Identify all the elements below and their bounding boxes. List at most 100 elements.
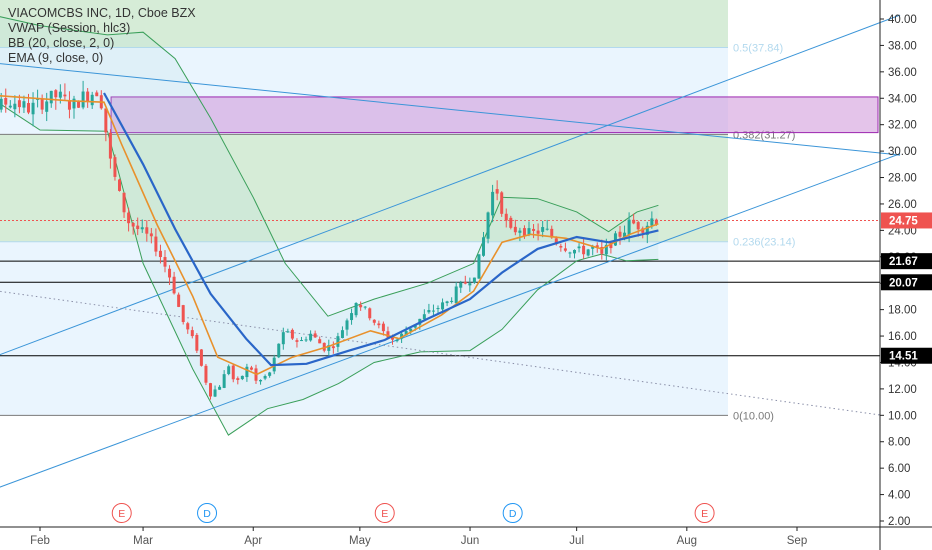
fib-level-label: 0(10.00) xyxy=(733,410,774,422)
y-tick-label: 34.00 xyxy=(888,93,917,105)
candle-body xyxy=(172,276,176,294)
indicator-lines xyxy=(0,92,659,376)
candlesticks xyxy=(0,80,658,400)
legend-vwap[interactable]: VWAP (Session, hlc3) xyxy=(8,21,131,35)
trendline-channel-upper[interactable] xyxy=(0,14,901,373)
event-marker-label: E xyxy=(701,508,708,520)
event-marker-e[interactable]: E xyxy=(374,503,395,523)
event-marker-label: E xyxy=(381,508,388,520)
y-tick-label: 4.00 xyxy=(888,490,910,502)
x-tick-label: Mar xyxy=(133,535,153,547)
candle-body xyxy=(450,300,454,302)
legend-title: VIACOMCBS INC, 1D, Cboe BZX xyxy=(8,6,196,20)
trendline-channel-lower[interactable] xyxy=(0,153,901,505)
candle-body xyxy=(145,227,149,234)
candle-body xyxy=(186,323,190,330)
candle-body xyxy=(199,349,203,366)
candle-body xyxy=(190,330,194,337)
candle-body xyxy=(45,101,49,112)
x-tick-label: Jun xyxy=(461,535,480,547)
candle-body xyxy=(468,283,472,286)
event-marker-d[interactable]: D xyxy=(197,503,218,523)
candle-body xyxy=(513,226,517,233)
candle-body xyxy=(404,331,408,336)
event-marker-d[interactable]: D xyxy=(502,503,523,523)
candle-body xyxy=(609,242,613,249)
candle-body xyxy=(486,212,490,239)
candle-body xyxy=(218,386,222,390)
ema-line xyxy=(0,94,659,376)
candle-body xyxy=(541,227,545,232)
bb-fill xyxy=(0,16,659,436)
candle-body xyxy=(573,249,577,254)
fib-band-0 xyxy=(0,0,728,48)
candle-body xyxy=(127,212,131,224)
bollinger-bands xyxy=(0,16,659,436)
candle-body xyxy=(86,91,90,102)
candle-body xyxy=(391,337,395,340)
candle-body xyxy=(118,179,122,191)
chart-legend: VIACOMCBS INC, 1D, Cboe BZX VWAP (Sessio… xyxy=(8,6,196,66)
candle-body xyxy=(422,314,426,320)
legend-bb[interactable]: BB (20, close, 2, 0) xyxy=(8,36,115,50)
fibonacci-retracement[interactable]: 0.5(37.84)0.382(31.27)0.236(23.14)0(10.0… xyxy=(0,0,795,422)
event-marker-e[interactable]: E xyxy=(111,503,132,523)
candle-body xyxy=(495,189,499,194)
candle-body xyxy=(27,103,31,113)
y-tick-label: 38.00 xyxy=(888,40,917,52)
candle-body xyxy=(582,245,586,255)
candle-body xyxy=(154,236,158,252)
candle-body xyxy=(554,238,558,245)
candle-body xyxy=(336,336,340,347)
legend-ema[interactable]: EMA (9, close, 0) xyxy=(8,51,104,65)
candle-body xyxy=(632,219,636,224)
candle-body xyxy=(600,246,604,254)
bb-upper-line xyxy=(0,16,659,317)
x-tick-label: Apr xyxy=(244,535,262,547)
rectangle-zone[interactable] xyxy=(110,96,879,134)
candle-body xyxy=(104,108,108,133)
candle-body xyxy=(204,365,208,383)
y-tick-label: 30.00 xyxy=(888,146,917,158)
candle-body xyxy=(618,231,622,237)
event-marker-circle xyxy=(374,503,395,523)
candle-body xyxy=(623,232,627,240)
trendline-descending[interactable] xyxy=(0,59,901,156)
candle-body xyxy=(354,303,358,316)
candle-body xyxy=(236,378,240,380)
candle-body xyxy=(58,91,62,98)
candle-body xyxy=(436,307,440,310)
candle-body xyxy=(350,313,354,321)
candle-body xyxy=(195,334,199,351)
x-tick-label: May xyxy=(349,535,371,547)
candle-body xyxy=(67,100,71,110)
highlight-zone[interactable] xyxy=(110,96,879,134)
price-tag-label: 20.07 xyxy=(889,277,918,289)
candle-body xyxy=(295,340,299,342)
y-tick-label: 26.00 xyxy=(888,199,917,211)
x-tick-label: Feb xyxy=(30,535,50,547)
candle-body xyxy=(491,191,495,216)
event-marker-e[interactable]: E xyxy=(694,503,715,523)
candle-body xyxy=(4,98,8,105)
candle-body xyxy=(368,308,372,319)
candle-body xyxy=(532,228,536,231)
candle-body xyxy=(477,254,481,279)
candle-body xyxy=(363,306,367,308)
horizontal-lines[interactable] xyxy=(0,219,880,357)
candle-body xyxy=(222,374,226,388)
candle-body xyxy=(377,323,381,326)
candle-body xyxy=(181,305,185,323)
candle-body xyxy=(327,345,331,351)
candle-body xyxy=(31,102,35,115)
candle-body xyxy=(0,98,3,110)
trendline-dotted[interactable] xyxy=(0,285,883,416)
trendlines[interactable] xyxy=(0,14,901,505)
price-tag xyxy=(881,347,932,364)
vwap-line xyxy=(103,92,659,367)
price-tag xyxy=(881,212,932,229)
x-tick-label: Aug xyxy=(677,535,697,547)
candle-body xyxy=(381,323,385,332)
